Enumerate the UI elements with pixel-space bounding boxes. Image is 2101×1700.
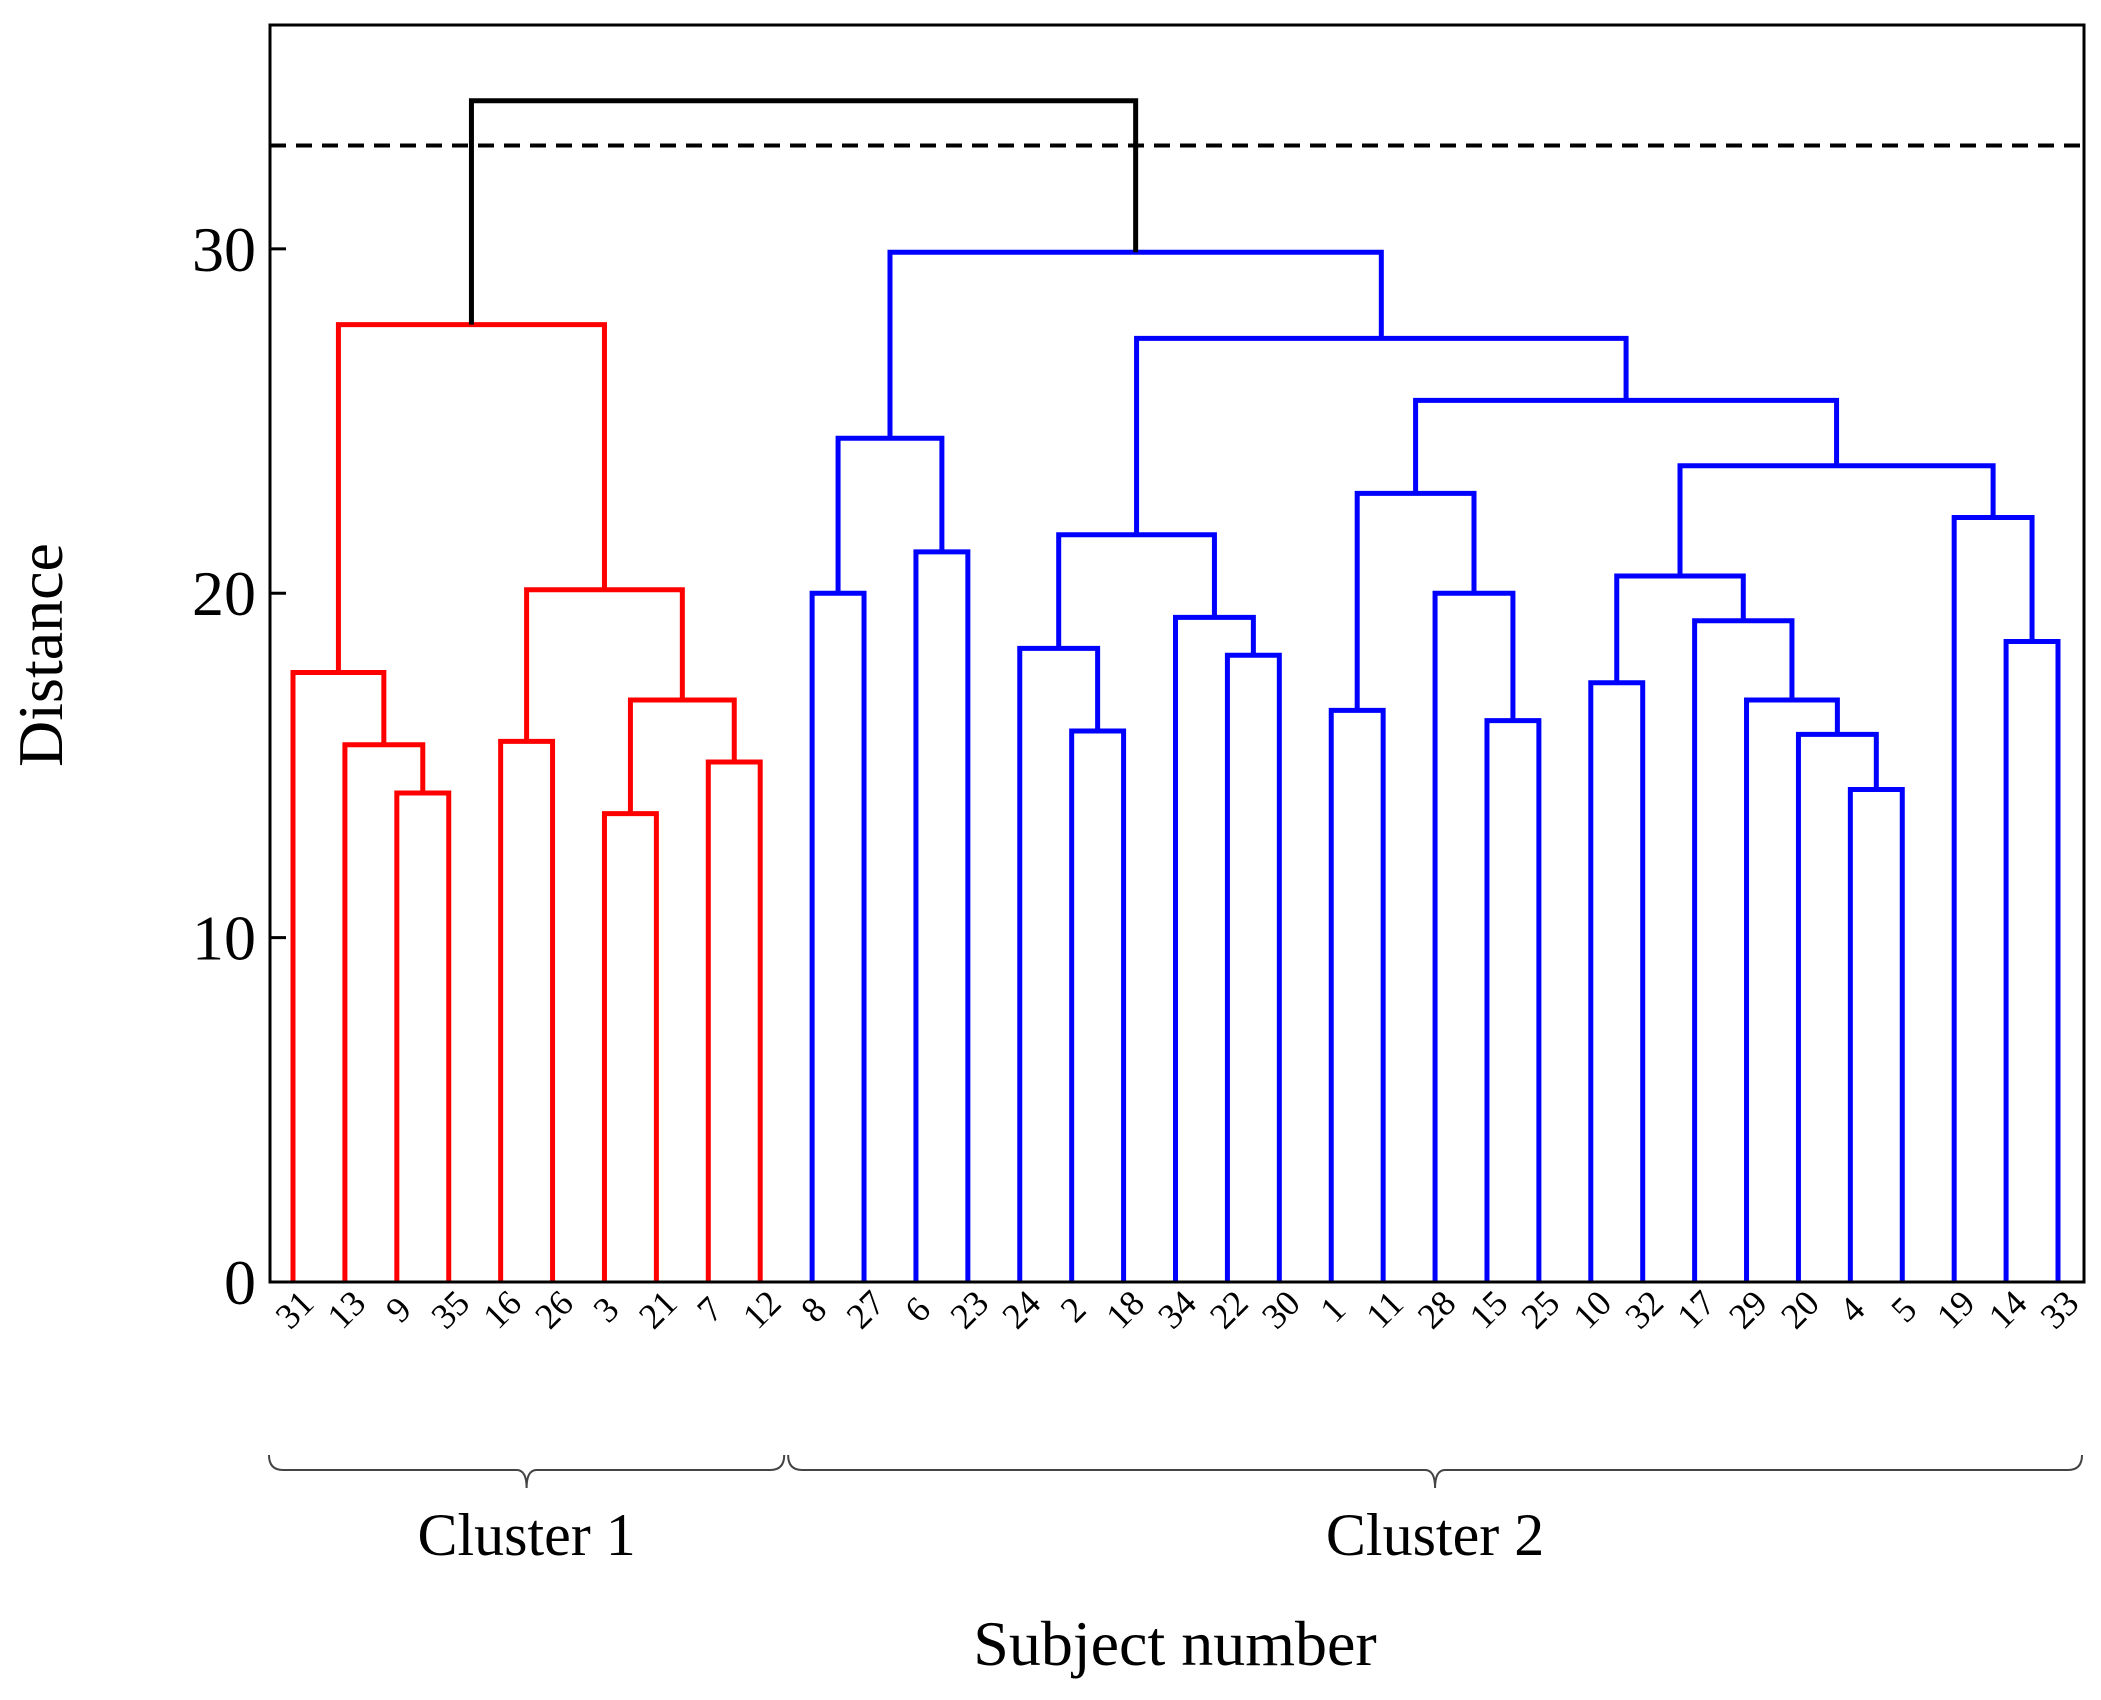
y-tick-label: 20 [192,558,256,629]
cluster-label: Cluster 2 [1326,1502,1544,1568]
dendrogram-link [1432,590,1516,1282]
cluster-bracket [268,1454,786,1489]
leaf-label: 14 [1981,1283,2035,1337]
dendrogram-link [1069,728,1127,1282]
leaf-label: 9 [378,1289,419,1330]
leaf-label: 31 [268,1283,322,1337]
y-tick-label: 30 [192,214,256,285]
dendrogram-link [1951,514,2035,1282]
cluster-bracket [787,1454,2083,1489]
dendrogram-link [468,98,1139,325]
dendrogram-link [1224,652,1282,1282]
dendrogram-link [1614,573,1746,683]
dendrogram-link [705,759,763,1282]
leaf-label: 23 [942,1283,996,1337]
leaf-label: 21 [631,1283,685,1337]
leaf-label: 5 [1883,1289,1924,1330]
leaf-label: 29 [1721,1283,1775,1337]
dendrogram-link [335,322,607,673]
cluster-label: Cluster 1 [417,1502,635,1568]
leaf-label: 10 [1565,1283,1619,1337]
cluster-brackets: Cluster 1 Cluster 2 [268,1454,2083,1568]
dendrogram-link [1847,787,1905,1282]
dendrogram-link [601,811,659,1282]
y-axis-ticks: 0 10 20 30 [192,214,286,1318]
y-tick-label: 0 [224,1247,256,1318]
leaf-label: 32 [1617,1283,1671,1337]
y-axis-title: Distance [5,543,76,767]
dendrogram-link [1056,532,1217,649]
dendrogram-link [290,669,387,1282]
leaf-label: 6 [897,1289,938,1330]
dendrogram-link [394,790,452,1282]
leaf-label: 2 [1053,1289,1094,1330]
dendrogram-link [1795,731,1879,1282]
dendrogram-link [627,697,737,814]
dendrogram-link [809,590,867,1282]
dendrogram-link [1017,645,1101,1282]
dendrogram-link [1413,397,1840,494]
leaf-label: 3 [585,1289,626,1330]
leaf-label: 26 [527,1283,581,1337]
dendrogram-link [1588,680,1646,1282]
leaf-label: 25 [1514,1283,1568,1337]
leaf-label: 24 [994,1283,1048,1337]
leaf-label: 19 [1929,1283,1983,1337]
dendrogram-link [1354,490,1477,711]
leaf-label: 33 [2033,1283,2087,1337]
leaf-label: 4 [1831,1289,1872,1330]
leaf-label: 18 [1098,1283,1152,1337]
leaf-label: 22 [1202,1283,1256,1337]
dendrogram-link [342,742,426,1282]
dendrogram-link [1484,718,1542,1282]
leaf-label: 13 [320,1283,374,1337]
leaf-label: 1 [1312,1289,1353,1330]
leaf-label: 30 [1254,1283,1308,1337]
plot-frame [268,23,2086,1284]
dendrogram-links [290,98,2061,1282]
dendrogram-link [1692,618,1795,1282]
leaf-label: 15 [1462,1283,1516,1337]
leaf-label: 16 [475,1283,529,1337]
dendrogram-link [1677,463,1996,577]
y-tick-label: 10 [192,903,256,974]
dendrogram-link [2003,638,2061,1282]
dendrogram-link [1744,697,1840,1282]
dendrogram-link [1173,614,1256,1282]
leaf-label: 17 [1669,1283,1723,1337]
leaf-label: 8 [793,1289,834,1330]
x-axis-title: Subject number [973,1608,1376,1679]
dendrogram-link [913,549,971,1282]
dendrogram-link [524,587,685,742]
leaf-label: 28 [1410,1283,1464,1337]
leaf-label: 27 [839,1283,893,1337]
leaf-label: 20 [1773,1283,1827,1337]
leaf-label: 34 [1150,1283,1204,1337]
leaf-label: 7 [689,1289,730,1330]
leaf-label: 12 [735,1283,789,1337]
leaf-label: 11 [1358,1283,1411,1336]
leaf-label: 35 [423,1283,477,1337]
dendrogram-link [1134,335,1629,535]
dendrogram-link [498,738,556,1282]
dendrogram-link [835,435,945,594]
dendrogram-link [1328,707,1386,1282]
